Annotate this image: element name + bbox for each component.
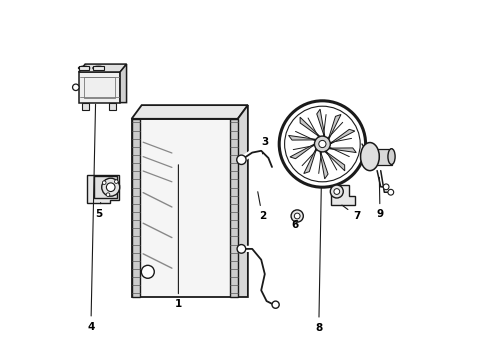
Text: 9: 9 [376, 177, 384, 219]
Polygon shape [94, 67, 103, 69]
Circle shape [388, 189, 393, 195]
Polygon shape [132, 105, 248, 119]
Circle shape [102, 181, 106, 184]
Ellipse shape [361, 143, 379, 171]
Ellipse shape [388, 149, 395, 165]
Polygon shape [331, 185, 355, 205]
Circle shape [294, 213, 300, 219]
Circle shape [106, 193, 110, 197]
Circle shape [330, 185, 343, 198]
Polygon shape [87, 175, 119, 203]
Circle shape [102, 178, 120, 196]
Circle shape [291, 210, 303, 222]
Text: 8: 8 [315, 188, 322, 333]
Polygon shape [79, 64, 126, 72]
Polygon shape [370, 149, 392, 165]
Polygon shape [94, 176, 117, 198]
Circle shape [279, 101, 366, 187]
Text: 2: 2 [258, 192, 266, 221]
Circle shape [106, 183, 115, 192]
Polygon shape [317, 109, 325, 136]
Circle shape [141, 265, 154, 278]
Text: 6: 6 [292, 220, 299, 230]
Polygon shape [238, 105, 248, 297]
Ellipse shape [93, 66, 104, 70]
Circle shape [272, 301, 279, 308]
Text: 7: 7 [342, 205, 360, 221]
Polygon shape [79, 67, 89, 69]
Circle shape [319, 140, 326, 148]
Text: 1: 1 [175, 165, 182, 309]
Bar [84, 77, 115, 98]
Circle shape [237, 155, 246, 165]
Circle shape [115, 180, 118, 183]
Ellipse shape [78, 66, 90, 70]
Polygon shape [289, 135, 316, 140]
Polygon shape [304, 149, 317, 174]
Text: 5: 5 [96, 203, 103, 219]
Text: 4: 4 [87, 104, 96, 332]
Polygon shape [82, 103, 90, 110]
Polygon shape [132, 119, 238, 297]
Polygon shape [328, 114, 341, 139]
Polygon shape [300, 117, 320, 137]
Circle shape [315, 136, 330, 152]
Circle shape [383, 184, 389, 190]
Polygon shape [109, 103, 117, 110]
Polygon shape [120, 64, 126, 103]
Polygon shape [230, 119, 238, 297]
Text: 3: 3 [261, 137, 269, 154]
Polygon shape [79, 72, 120, 103]
Polygon shape [320, 152, 328, 179]
Circle shape [73, 84, 79, 91]
Polygon shape [325, 151, 345, 171]
Polygon shape [330, 129, 355, 144]
Polygon shape [132, 119, 140, 297]
Polygon shape [329, 148, 356, 153]
Polygon shape [290, 144, 315, 159]
Circle shape [237, 244, 245, 253]
Circle shape [334, 189, 340, 194]
